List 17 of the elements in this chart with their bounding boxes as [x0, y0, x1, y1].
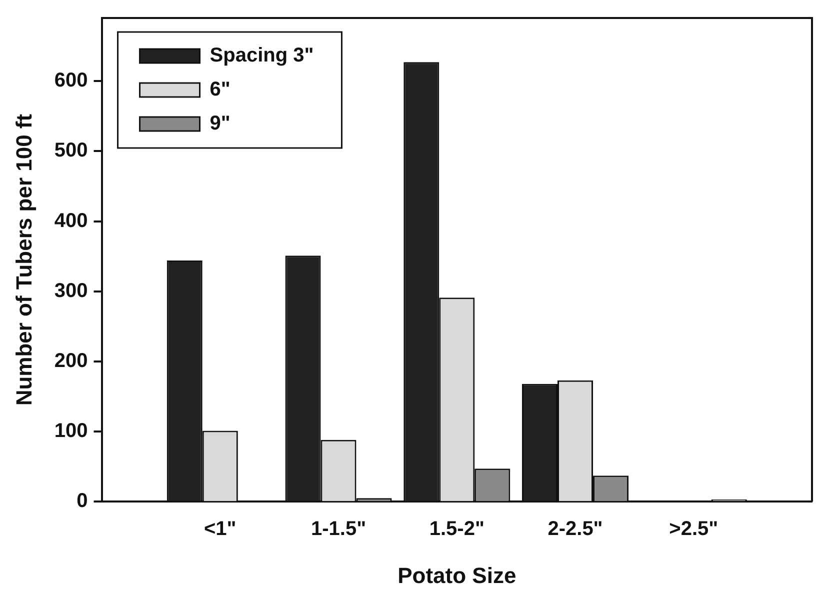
- y-tick-label: 0: [76, 490, 88, 512]
- y-tick-label: 300: [54, 280, 88, 302]
- y-tick-label: 600: [54, 70, 88, 92]
- y-tick-label: 100: [54, 420, 88, 442]
- y-tick-label: 400: [54, 210, 88, 232]
- x-tick-label: <1": [204, 518, 236, 540]
- legend-label: 6": [210, 78, 230, 101]
- x-axis-title: Potato Size: [398, 562, 516, 588]
- legend-label: 9": [210, 112, 230, 135]
- x-tick-label: 1-1.5": [310, 518, 366, 540]
- y-axis-title: Number of Tubers per 100 ft: [11, 113, 36, 406]
- x-tick-label: 2-2.5": [548, 518, 603, 540]
- y-tick-label: 200: [54, 350, 88, 372]
- x-tick-label: 1.5-2": [429, 518, 484, 540]
- legend-label: Spacing 3": [210, 44, 314, 67]
- x-tick-label: >2.5": [669, 518, 718, 540]
- y-tick-label: 500: [54, 140, 88, 162]
